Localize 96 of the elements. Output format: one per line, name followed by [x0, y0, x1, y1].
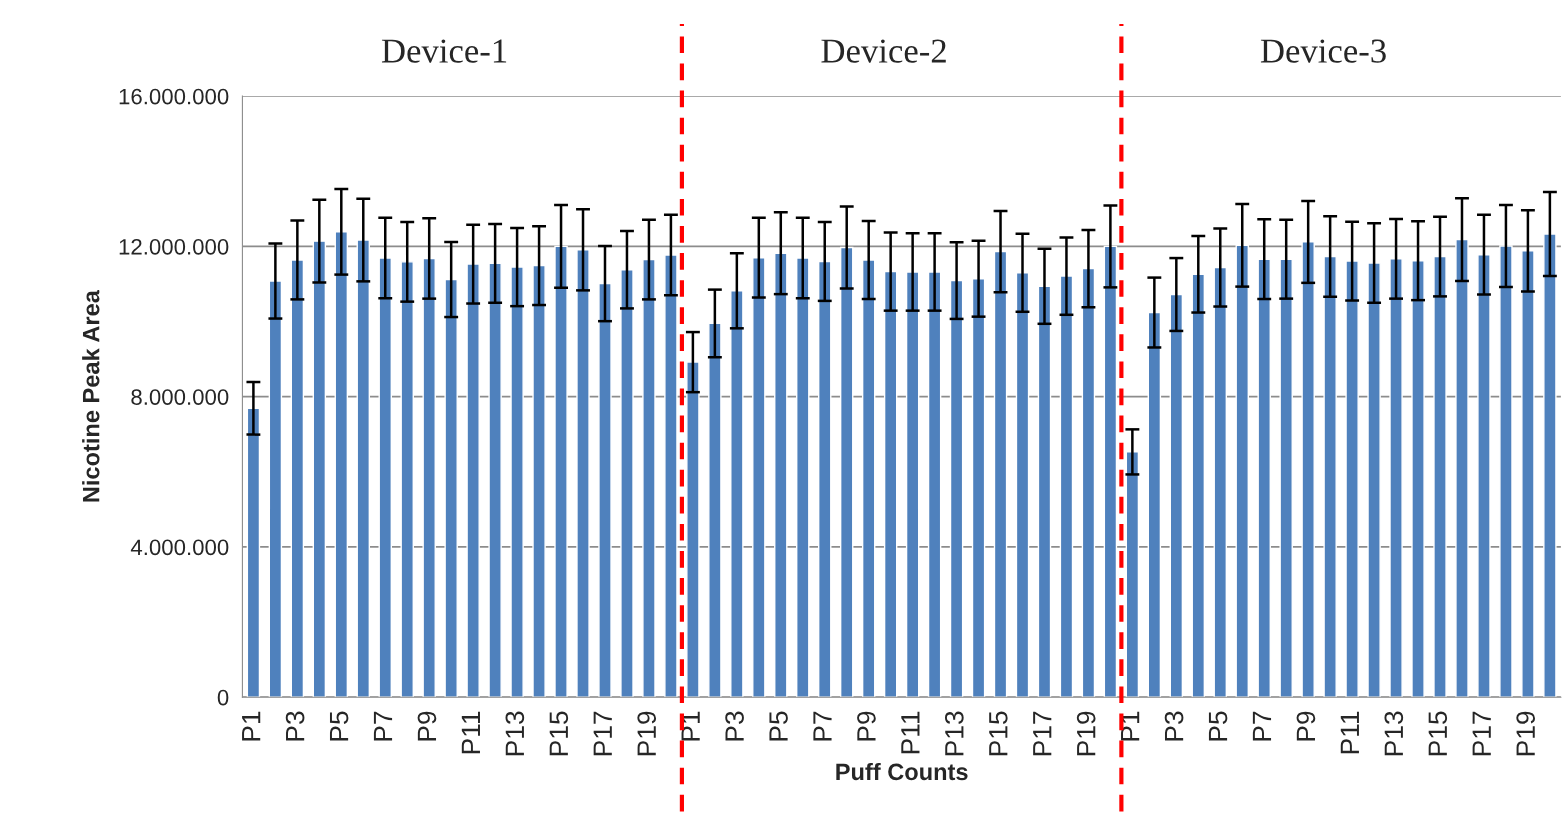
bar: [1411, 259, 1425, 698]
bar: [400, 261, 414, 698]
x-tick-label: P15: [989, 711, 1008, 756]
x-tick-label: P1: [242, 711, 261, 741]
bar: [839, 246, 854, 698]
bar: [971, 278, 986, 698]
x-tick-label: P1: [1121, 711, 1140, 741]
bar: [993, 250, 1008, 698]
bar: [510, 266, 524, 698]
text: Device-2: [821, 39, 946, 63]
x-tick-label: P13: [505, 711, 525, 756]
bar: [1455, 238, 1469, 698]
bar: [1257, 258, 1271, 698]
x-tick-label: P9: [417, 711, 437, 741]
bar: [949, 279, 964, 698]
bar: [532, 264, 546, 698]
bar: [883, 270, 898, 698]
x-tick-label: P3: [725, 711, 744, 741]
x-tick-label: P5: [329, 711, 349, 741]
bar: [1081, 267, 1096, 698]
bar: [1521, 250, 1535, 698]
y-axis-title: Nicotine Peak Area: [82, 290, 100, 502]
x-tick-label: P7: [373, 711, 393, 741]
bar: [356, 239, 371, 698]
x-tick-label: P11: [901, 711, 920, 754]
x-tick-label: P11: [1340, 711, 1359, 754]
bar: [1147, 311, 1162, 698]
x-tick-label: P11: [461, 711, 480, 754]
x-tick-label: P7: [1252, 711, 1272, 741]
bar: [1015, 272, 1030, 698]
bar: [1367, 262, 1381, 698]
bar: [422, 257, 436, 698]
bar: [927, 271, 942, 698]
bar: [642, 258, 656, 698]
bar: [1477, 253, 1491, 698]
x-axis-title: Puff Counts: [836, 762, 968, 781]
x-tick-label: P5: [1208, 711, 1228, 741]
bar: [620, 269, 634, 698]
bar: [730, 290, 744, 698]
bar: [817, 260, 832, 698]
x-tick-label: P17: [593, 711, 612, 756]
x-tick-label: P17: [1472, 711, 1491, 756]
x-tick-label: P15: [1428, 711, 1448, 756]
bar: [1499, 245, 1513, 698]
bar: [554, 245, 568, 698]
x-tick-label: P3: [285, 711, 305, 741]
x-tick-label: P9: [857, 711, 876, 741]
bar: [774, 252, 788, 698]
bar: [905, 271, 920, 698]
y-tick-label: 12.000.000: [119, 238, 229, 255]
bar: [1323, 255, 1337, 698]
x-tick-label: P5: [769, 711, 788, 741]
bar: [861, 259, 876, 698]
x-tick-label: P19: [1076, 711, 1096, 756]
bar: [1279, 258, 1293, 698]
text: Device-1: [381, 39, 507, 63]
bar: [576, 249, 590, 698]
x-tick-label: P13: [1384, 711, 1404, 756]
bar: [246, 407, 261, 698]
bar: [1191, 273, 1206, 698]
bar: [1543, 233, 1557, 698]
y-tick-label: 0: [217, 689, 229, 706]
bar: [378, 257, 392, 698]
bar: [1345, 260, 1359, 698]
bar: [444, 278, 458, 698]
x-tick-label: P17: [1033, 711, 1052, 756]
x-tick-label: P3: [1164, 711, 1184, 741]
bar: [334, 231, 349, 698]
bar: [796, 257, 810, 698]
bar: [1301, 241, 1315, 698]
bar: [466, 263, 480, 698]
x-tick-label: P9: [1296, 711, 1316, 741]
bar: [1433, 255, 1447, 698]
x-tick-label: P15: [549, 711, 569, 756]
bar: [1213, 266, 1228, 698]
bar: [290, 259, 305, 698]
x-tick-label: P13: [944, 711, 964, 756]
y-tick-label: 16.000.000: [119, 88, 229, 105]
bar: [1125, 451, 1140, 698]
bar: [1389, 258, 1403, 698]
bar: [598, 282, 612, 698]
x-tick-label: P7: [813, 711, 832, 741]
bar: [752, 256, 766, 698]
bar: [1037, 285, 1052, 698]
text: Device-3: [1260, 39, 1386, 63]
bar: [708, 322, 722, 698]
x-tick-label: P19: [637, 711, 657, 756]
bar: [268, 280, 283, 698]
x-tick-label: P19: [1516, 711, 1535, 756]
y-tick-label: 4.000.000: [130, 539, 229, 556]
bar: [488, 262, 502, 698]
bar: [1169, 293, 1184, 698]
bar: [312, 240, 327, 698]
bar: [1235, 244, 1249, 698]
y-tick-label: 8.000.000: [131, 389, 229, 405]
bar: [1059, 275, 1074, 698]
